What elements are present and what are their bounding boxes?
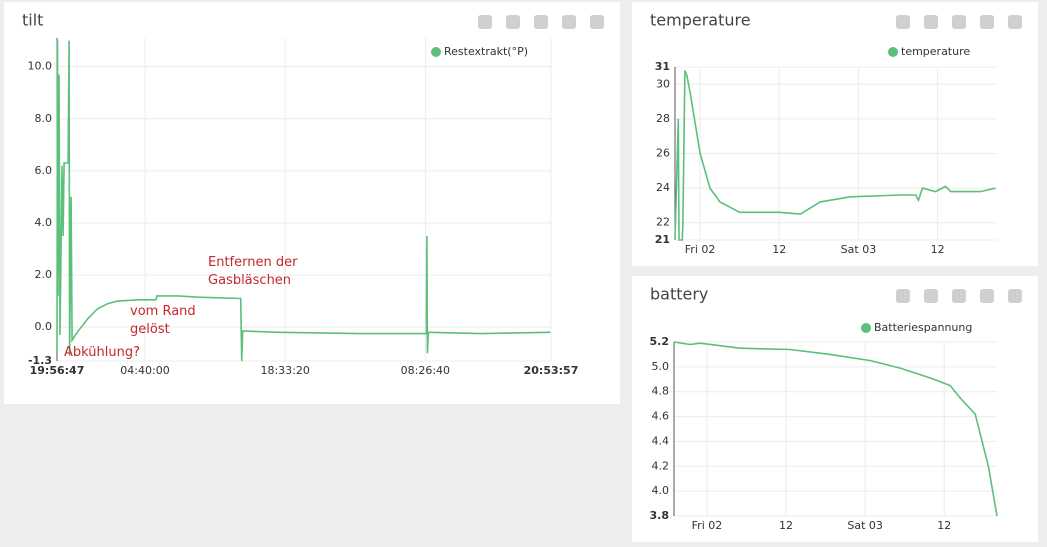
annotation: Abkühlung? — [64, 345, 140, 360]
toolbar-icon[interactable] — [562, 15, 576, 29]
legend-swatch — [888, 47, 898, 57]
x-tick-label: 12 — [779, 519, 793, 532]
toolbar-icon[interactable] — [980, 289, 994, 303]
toolbar-icon[interactable] — [896, 15, 910, 29]
x-tick-label: 20:53:57 — [524, 364, 579, 377]
data-line — [674, 70, 996, 241]
y-tick-label: 0.0 — [35, 320, 53, 333]
panel — [4, 2, 620, 404]
toolbar-icon[interactable] — [478, 15, 492, 29]
toolbar-icon[interactable] — [534, 15, 548, 29]
toolbar-icon[interactable] — [924, 15, 938, 29]
y-tick-label: 10.0 — [28, 60, 53, 73]
legend-swatch — [861, 323, 871, 333]
y-tick-label: 2.0 — [35, 268, 53, 281]
x-tick-label: Fri 02 — [692, 519, 723, 532]
x-tick-label: 18:33:20 — [260, 364, 309, 377]
toolbar-icon[interactable] — [506, 15, 520, 29]
y-tick-label: 31 — [655, 60, 670, 73]
y-tick-label: 28 — [656, 112, 670, 125]
legend-swatch — [431, 47, 441, 57]
legend-label: Batteriespannung — [874, 321, 972, 334]
y-tick-label: 5.0 — [652, 360, 670, 373]
y-tick-label: 24 — [656, 181, 670, 194]
panel-title: battery — [650, 285, 708, 304]
y-tick-label: 4.6 — [652, 410, 670, 423]
x-tick-label: 12 — [772, 243, 786, 256]
y-tick-label: -1.3 — [28, 354, 52, 367]
x-tick-label: Sat 03 — [847, 519, 883, 532]
toolbar-icon[interactable] — [590, 15, 604, 29]
x-tick-label: 04:40:00 — [120, 364, 169, 377]
y-tick-label: 5.2 — [650, 335, 670, 348]
data-line — [56, 40, 551, 362]
toolbar-icon[interactable] — [952, 15, 966, 29]
toolbar-icon[interactable] — [980, 15, 994, 29]
y-tick-label: 4.2 — [652, 459, 670, 472]
toolbar-icon[interactable] — [952, 289, 966, 303]
toolbar-icon[interactable] — [1008, 289, 1022, 303]
y-tick-label: 4.4 — [652, 434, 670, 447]
y-tick-label: 4.8 — [652, 385, 670, 398]
y-tick-label: 4.0 — [35, 216, 53, 229]
y-tick-label: 22 — [656, 216, 670, 229]
x-tick-label: 08:26:40 — [401, 364, 450, 377]
x-tick-label: 12 — [937, 519, 951, 532]
y-tick-label: 4.0 — [652, 484, 670, 497]
annotation: Entfernen der Gasbläschen — [208, 255, 298, 288]
y-tick-label: 30 — [656, 77, 670, 90]
toolbar-icon[interactable] — [924, 289, 938, 303]
toolbar-icon[interactable] — [896, 289, 910, 303]
x-tick-label: 12 — [931, 243, 945, 256]
y-tick-label: 8.0 — [35, 112, 53, 125]
y-tick-label: 3.8 — [650, 509, 670, 522]
legend-label: temperature — [901, 45, 970, 58]
x-tick-label: Fri 02 — [685, 243, 716, 256]
x-tick-label: 19:56:47 — [30, 364, 85, 377]
panel-title: tilt — [22, 11, 43, 30]
toolbar-icon[interactable] — [1008, 15, 1022, 29]
panel — [632, 2, 1038, 266]
annotation: vom Rand gelöst — [130, 304, 196, 337]
data-line — [673, 341, 998, 517]
x-tick-label: Sat 03 — [841, 243, 877, 256]
y-tick-label: 21 — [655, 233, 670, 246]
panel — [632, 276, 1038, 542]
panel-title: temperature — [650, 11, 751, 30]
legend-label: Restextrakt(°P) — [444, 45, 528, 58]
y-tick-label: 26 — [656, 147, 670, 160]
y-tick-label: 6.0 — [35, 164, 53, 177]
